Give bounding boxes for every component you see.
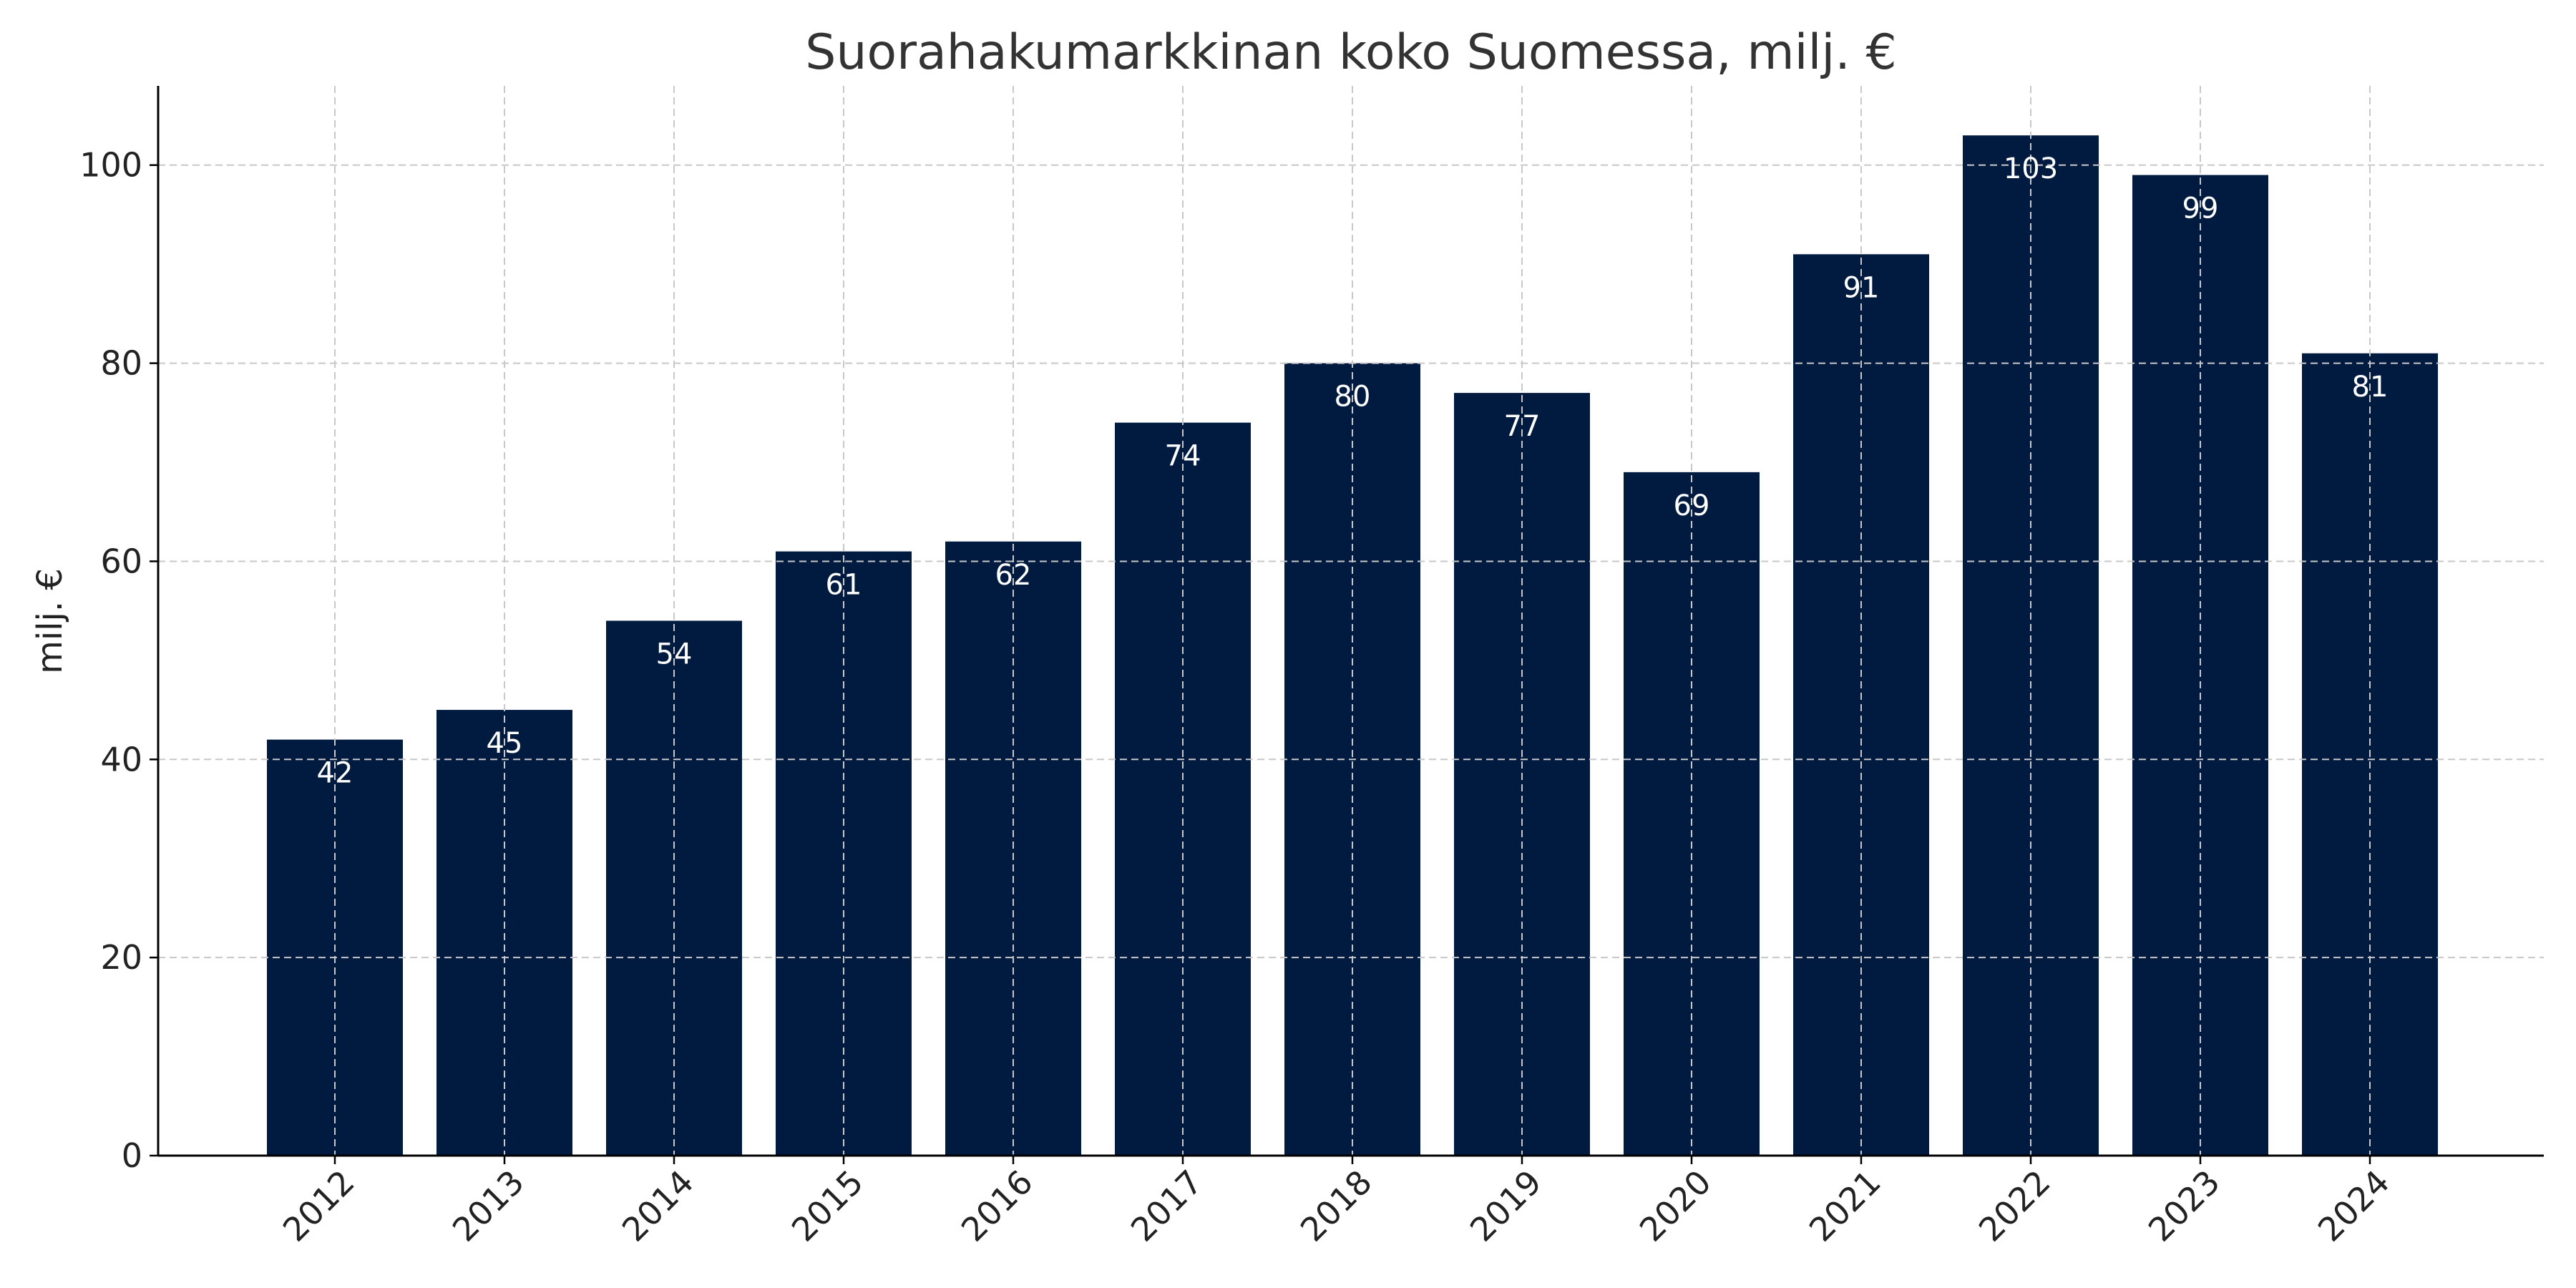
x-tick-label-2017: 2017 bbox=[1123, 1163, 1210, 1249]
data-label-2013: 45 bbox=[487, 727, 523, 760]
x-tick-label-2020: 2020 bbox=[1632, 1163, 1719, 1249]
x-tick-label-2012: 2012 bbox=[275, 1163, 362, 1249]
data-label-2018: 80 bbox=[1335, 381, 1371, 414]
data-label-2024: 81 bbox=[2352, 371, 2389, 404]
data-label-2019: 77 bbox=[1504, 410, 1541, 443]
data-label-2020: 69 bbox=[1674, 489, 1710, 522]
data-label-2021: 91 bbox=[1843, 271, 1880, 304]
y-tick-label: 60 bbox=[100, 542, 142, 580]
grid-lines bbox=[158, 86, 2544, 1156]
x-tick-label-2021: 2021 bbox=[1802, 1163, 1888, 1249]
data-labels: 42 45 54 61 62 74 80 77 69 91 103 99 81 bbox=[317, 152, 2389, 789]
x-tick-label-2024: 2024 bbox=[2311, 1163, 2397, 1249]
data-label-2012: 42 bbox=[317, 757, 353, 790]
data-label-2023: 99 bbox=[2182, 192, 2219, 225]
y-tick-label: 100 bbox=[79, 146, 142, 185]
x-tick-label-2014: 2014 bbox=[615, 1163, 701, 1249]
y-tick-label: 80 bbox=[100, 344, 142, 383]
axes bbox=[150, 86, 2544, 1164]
x-tick-label-2022: 2022 bbox=[1971, 1163, 2058, 1249]
x-tick-label-2019: 2019 bbox=[1463, 1163, 1549, 1249]
x-tick-label-2016: 2016 bbox=[954, 1163, 1040, 1249]
x-tick-label-2018: 2018 bbox=[1293, 1163, 1380, 1249]
data-label-2014: 54 bbox=[656, 638, 693, 671]
data-label-2017: 74 bbox=[1165, 440, 1201, 473]
data-label-2016: 62 bbox=[995, 559, 1032, 592]
x-tick-label-2015: 2015 bbox=[784, 1163, 871, 1249]
chart-title: Suorahakumarkkinan koko Suomessa, milj. … bbox=[805, 24, 1896, 81]
x-tick-label-2023: 2023 bbox=[2141, 1163, 2228, 1249]
y-axis-label: milj. € bbox=[30, 568, 70, 674]
y-tick-label: 0 bbox=[122, 1136, 142, 1175]
y-tick-label: 40 bbox=[100, 740, 142, 779]
data-label-2015: 61 bbox=[826, 569, 862, 602]
data-label-2022: 103 bbox=[2004, 152, 2058, 185]
y-tick-label: 20 bbox=[100, 938, 142, 977]
x-tick-label-2013: 2013 bbox=[445, 1163, 532, 1249]
bar-2013 bbox=[436, 710, 572, 1156]
